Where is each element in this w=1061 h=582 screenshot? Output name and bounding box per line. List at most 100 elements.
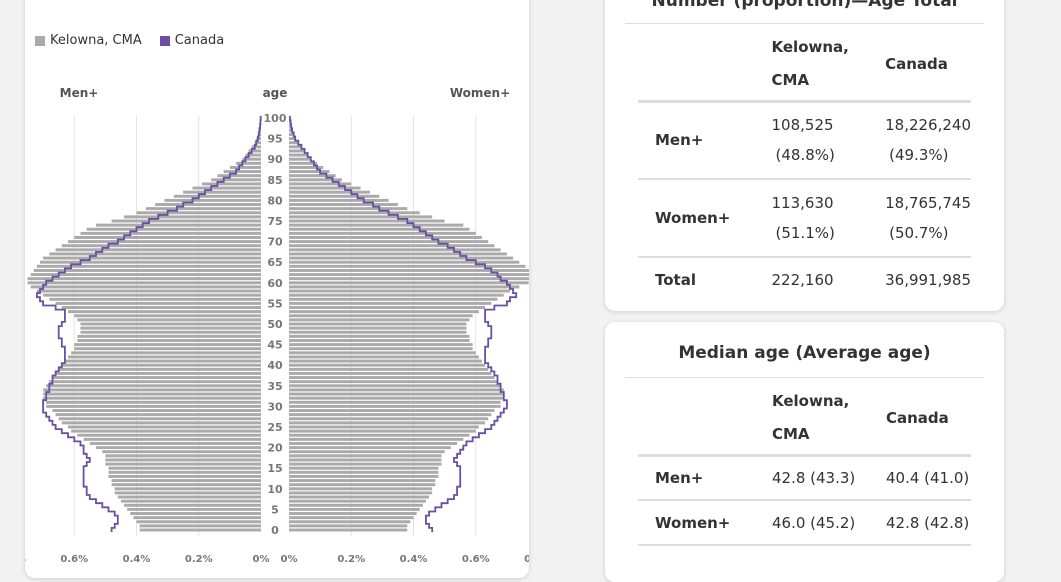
bar-kelowna-women — [289, 285, 520, 289]
age-tick-label: 40 — [267, 359, 283, 372]
bar-kelowna-men — [217, 174, 261, 178]
bar-kelowna-men — [229, 165, 261, 169]
bar-kelowna-women — [289, 281, 529, 285]
bar-kelowna-women — [289, 458, 442, 462]
bar-kelowna-men — [136, 211, 261, 215]
bar-kelowna-men — [80, 322, 261, 326]
x-tick-label-right: 0.6% — [462, 554, 490, 565]
bar-kelowna-women — [289, 367, 489, 371]
age-tick-label: 95 — [267, 133, 282, 146]
bar-kelowna-men — [173, 194, 261, 198]
bar-kelowna-women — [289, 491, 433, 495]
bar-kelowna-men — [105, 454, 261, 458]
bar-kelowna-women — [289, 203, 398, 207]
bar-kelowna-men — [36, 264, 262, 268]
bar-kelowna-women — [289, 219, 445, 223]
bar-kelowna-women — [289, 433, 470, 437]
x-tick-label-right: 0.4% — [400, 554, 428, 565]
bar-kelowna-men — [49, 252, 261, 256]
bar-kelowna-women — [289, 211, 420, 215]
bar-kelowna-women — [289, 306, 486, 310]
bar-kelowna-women — [289, 149, 305, 153]
cell-canada: 18,226,240 (49.3%) — [885, 101, 971, 180]
table-row: Women+ 46.0 (45.2) 42.8 (42.8) — [638, 500, 971, 546]
bar-kelowna-women — [289, 157, 311, 161]
bar-kelowna-men — [71, 429, 261, 433]
cell-canada: 18,765,745 (50.7%) — [885, 179, 971, 258]
bar-kelowna-women — [289, 186, 361, 190]
bar-kelowna-men — [52, 409, 262, 413]
bar-kelowna-women — [289, 141, 299, 145]
legend-item-kelowna[interactable]: Kelowna, CMA — [35, 33, 142, 48]
bar-kelowna-men — [80, 231, 261, 235]
bar-kelowna-women — [289, 235, 482, 239]
bar-kelowna-women — [289, 474, 439, 478]
legend-item-canada[interactable]: Canada — [159, 33, 224, 48]
bar-kelowna-men — [130, 512, 261, 516]
bar-kelowna-women — [289, 264, 526, 268]
bar-kelowna-women — [289, 153, 308, 157]
bar-kelowna-men — [242, 157, 261, 161]
bar-kelowna-men — [74, 235, 261, 239]
bar-kelowna-men — [74, 314, 261, 318]
bar-kelowna-men — [61, 244, 261, 248]
bar-kelowna-men — [105, 462, 261, 466]
bar-kelowna-men — [30, 285, 261, 289]
bar-kelowna-men — [49, 297, 261, 301]
table-row: Men+ 108,525 (48.8%) 18,226,240 (49.3%) — [638, 101, 971, 180]
bar-kelowna-men — [245, 153, 261, 157]
bar-kelowna-men — [77, 318, 261, 322]
bar-kelowna-men — [43, 388, 261, 392]
bar-kelowna-women — [289, 182, 352, 186]
bar-kelowna-men — [89, 441, 261, 445]
bar-kelowna-men — [61, 306, 261, 310]
cell-canada-number: 18,226,240 — [885, 116, 971, 135]
bar-kelowna-women — [289, 495, 430, 499]
bar-kelowna-women — [289, 231, 476, 235]
bar-kelowna-men — [77, 433, 261, 437]
bar-kelowna-men — [254, 141, 261, 145]
bar-kelowna-men — [55, 413, 262, 417]
bar-kelowna-men — [74, 343, 261, 347]
bar-kelowna-women — [289, 297, 498, 301]
row-label: Women+ — [638, 500, 772, 546]
age-tick-label: 60 — [267, 277, 283, 290]
bar-kelowna-men — [96, 223, 261, 227]
cell-canada: 40.4 (41.0) — [886, 455, 971, 501]
bar-kelowna-men — [192, 186, 261, 190]
bar-kelowna-men — [27, 281, 261, 285]
bar-kelowna-women — [289, 326, 467, 330]
cell-kelowna-number: 108,525 — [771, 116, 834, 135]
bar-kelowna-men — [68, 355, 262, 359]
bar-kelowna-men — [114, 491, 262, 495]
bar-kelowna-men — [114, 487, 262, 491]
age-tick-label: 70 — [267, 236, 283, 249]
bar-kelowna-men — [139, 524, 261, 528]
age-tick-label: 90 — [267, 153, 283, 166]
age-tick-label: 15 — [267, 462, 282, 475]
bar-kelowna-women — [289, 437, 464, 441]
bar-kelowna-men — [108, 470, 261, 474]
bar-kelowna-women — [289, 507, 420, 511]
population-pyramid-chart: Men+ age Women+100959085807570656055504540… — [25, 86, 529, 565]
bar-kelowna-men — [155, 203, 261, 207]
bar-kelowna-women — [289, 528, 408, 532]
cell-canada-number: 18,765,745 — [885, 194, 971, 212]
bar-kelowna-women — [289, 334, 470, 338]
age-total-card: Number (proportion)—Age Total Kelowna, C… — [605, 0, 1004, 311]
bar-kelowna-men — [30, 273, 261, 277]
bar-kelowna-women — [289, 384, 501, 388]
bar-kelowna-women — [289, 425, 479, 429]
men-column-label: Men+ — [60, 86, 99, 100]
median-age-table: Kelowna, CMA Canada Men+ 42.8 (43.3) 40.… — [638, 382, 971, 546]
bar-kelowna-men — [127, 507, 261, 511]
bar-kelowna-men — [120, 499, 261, 503]
bar-kelowna-women — [289, 252, 507, 256]
empty-header-cell — [638, 382, 772, 457]
bar-kelowna-men — [124, 503, 261, 507]
bar-kelowna-men — [27, 277, 261, 281]
bar-kelowna-women — [289, 215, 433, 219]
bar-kelowna-women — [289, 413, 492, 417]
bar-kelowna-men — [80, 326, 261, 330]
bar-kelowna-women — [289, 441, 458, 445]
